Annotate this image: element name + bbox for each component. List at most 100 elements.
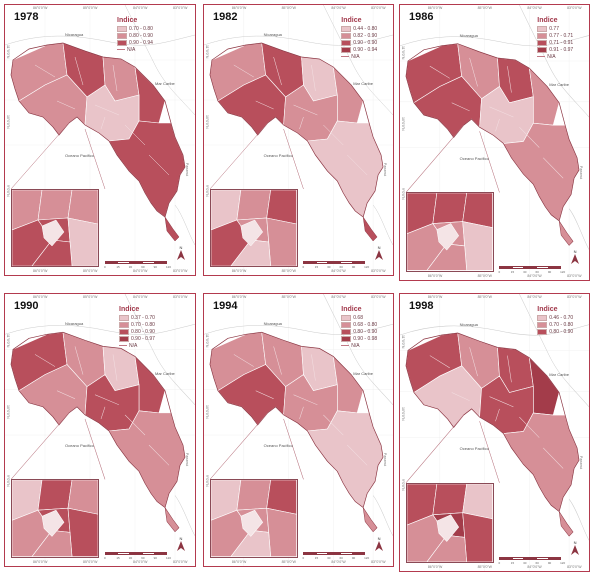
north-arrow-icon: N — [375, 245, 384, 261]
coord-bottom: 84°0'0"W — [331, 560, 346, 564]
coord-bottom: 84°0'0"W — [527, 565, 542, 569]
place-oceano-pacifico: Oceano Pacifico — [65, 153, 95, 158]
legend-swatch — [119, 335, 129, 342]
inset-map — [405, 192, 494, 272]
place-mar-caribe: Mar Caribe — [549, 371, 569, 377]
coord-bottom: 85°0'0"W — [477, 274, 492, 278]
legend-swatch — [537, 32, 548, 39]
legend-title: Indice — [119, 306, 140, 314]
coord-top: 85°0'0"W — [477, 6, 492, 10]
inset-region — [462, 221, 493, 271]
coord-left: 11°0'0"N — [205, 334, 209, 348]
legend-title: Indice — [537, 17, 558, 25]
coord-bottom: 86°0'0"W — [231, 269, 247, 273]
inset-region — [236, 480, 271, 511]
scale-tick: 120 — [364, 555, 370, 560]
legend-entry-na: N/A — [119, 342, 155, 349]
scale-segment — [499, 265, 512, 269]
legend-label: 0.71 - 0.91 — [549, 39, 574, 46]
scale-segment — [154, 261, 168, 264]
coord-top: 86°0'0"W — [231, 295, 247, 299]
coord-top: 86°0'0"W — [33, 295, 48, 299]
inset-region — [266, 480, 297, 515]
coord-bottom: 86°0'0"W — [427, 565, 443, 569]
inset-map — [11, 479, 99, 558]
legend: Indice 0.70 - 0.80 0.80 - 0.90 0.90 - 0.94 N… — [117, 17, 153, 53]
inset-svg — [12, 190, 98, 266]
scale-tick: 0 — [104, 555, 106, 560]
scale-tick: 120 — [166, 265, 172, 269]
legend: Indice 0.77 0.77 - 0.71 0.71 - 0.91 0.91 - 0… — [537, 17, 573, 60]
place-panama: Panamá — [185, 453, 189, 467]
scale-bar — [499, 556, 562, 560]
coord-bottom: 84°0'0"W — [331, 269, 346, 273]
year-label: 1990 — [14, 300, 39, 312]
legend-label-na: N/A — [127, 46, 136, 53]
place-nicaragua: Nicaragua — [65, 32, 84, 37]
scale-tick: 15 — [510, 269, 515, 274]
coord-top: 86°0'0"W — [427, 6, 443, 10]
inset-region — [230, 239, 271, 266]
inset-svg — [210, 480, 297, 557]
place-panama: Panamá — [383, 163, 388, 177]
legend-entry: 0.70 - 0.80 — [537, 321, 573, 328]
place-oceano-pacifico: Oceano Pacifico — [459, 155, 489, 161]
coord-top: 84°0'0"W — [133, 6, 148, 10]
legend-label: 0.44 - 0.80 — [353, 25, 378, 32]
legend-swatch — [537, 328, 548, 335]
legend-swatch — [537, 25, 548, 32]
legend-na-swatch — [341, 345, 350, 347]
place-mar-caribe: Mar Caribe — [549, 82, 569, 88]
scale-tick: 30 — [523, 560, 527, 565]
legend-entry: 0.80 - 0.90 — [119, 328, 155, 335]
north-label: N — [573, 540, 577, 546]
legend-entry: 0.80 - 0.90 — [537, 328, 573, 335]
scale-segment — [105, 261, 118, 264]
scale-tick: 120 — [364, 265, 370, 269]
coord-left: 11°0'0"N — [6, 45, 10, 59]
scale-tick: 90 — [351, 265, 356, 269]
legend: Indice 0.44 - 0.80 0.82 - 0.90 0.90 - 0.90 0… — [341, 17, 377, 60]
scale-tick: 90 — [547, 560, 552, 565]
scale-tick: 60 — [141, 555, 145, 560]
inset-region — [67, 217, 98, 266]
scale-tick: 30 — [128, 265, 133, 269]
legend-entry-na: N/A — [341, 53, 377, 60]
inset-region — [462, 512, 493, 562]
scale-segment — [511, 265, 525, 269]
coord-top: 85°0'0"W — [83, 6, 98, 10]
map-svg — [5, 5, 195, 275]
north-arrow-icon: N — [375, 536, 384, 552]
map-panel-1998: 1998 Indice 0.46 - 0.70 0.70 - 0.80 0.80 - 0… — [399, 293, 590, 572]
arrow-icon — [571, 545, 580, 556]
scale-tick: 15 — [116, 265, 120, 269]
legend-entry-na: N/A — [537, 53, 573, 60]
legend-title: Indice — [537, 306, 558, 314]
legend-entry: 0.70 - 0.80 — [117, 25, 153, 32]
coord-top: 86°0'0"W — [427, 295, 443, 299]
map-svg — [400, 5, 589, 280]
scale-tick: 90 — [153, 265, 157, 269]
coord-top: 83°0'0"W — [173, 295, 188, 299]
coord-bottom: 85°0'0"W — [477, 565, 492, 569]
inset-region — [236, 190, 271, 221]
inset-region — [266, 217, 297, 266]
legend-swatch — [119, 328, 129, 335]
scale-tick: 30 — [128, 555, 133, 560]
legend-entry: 0.90 - 0.94 — [117, 39, 153, 46]
arrow-icon — [177, 540, 185, 551]
coord-bottom: 84°0'0"W — [527, 274, 542, 278]
coord-top: 84°0'0"W — [527, 6, 542, 10]
map-panel-1978: 1978 Indice 0.70 - 0.80 0.80 - 0.90 0.90 - 0… — [4, 4, 196, 276]
legend-swatch — [341, 25, 352, 32]
legend-na-swatch — [341, 56, 350, 57]
legend-entry: 0.71 - 0.91 — [537, 39, 573, 46]
scale-segment — [524, 556, 537, 560]
arrow-icon — [375, 250, 384, 260]
scale-tick: 60 — [339, 555, 343, 560]
place-mar-caribe: Mar Caribe — [353, 370, 373, 376]
coord-left: 9°0'0"N — [401, 188, 405, 201]
legend-label: 0.80 - 0.90 — [353, 328, 378, 335]
scale-segment — [536, 265, 549, 269]
legend-label: 0.82 - 0.90 — [353, 32, 378, 39]
